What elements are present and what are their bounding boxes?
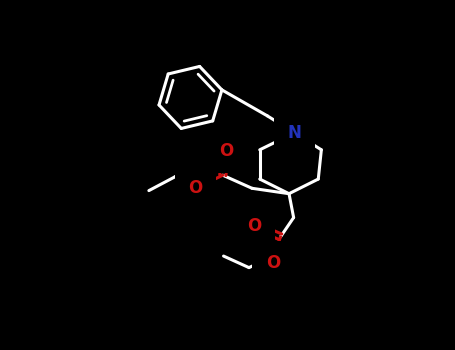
Text: N: N [288, 124, 301, 142]
Text: O: O [188, 179, 202, 197]
Text: O: O [219, 141, 233, 160]
Text: O: O [266, 254, 280, 272]
Text: O: O [247, 217, 262, 235]
